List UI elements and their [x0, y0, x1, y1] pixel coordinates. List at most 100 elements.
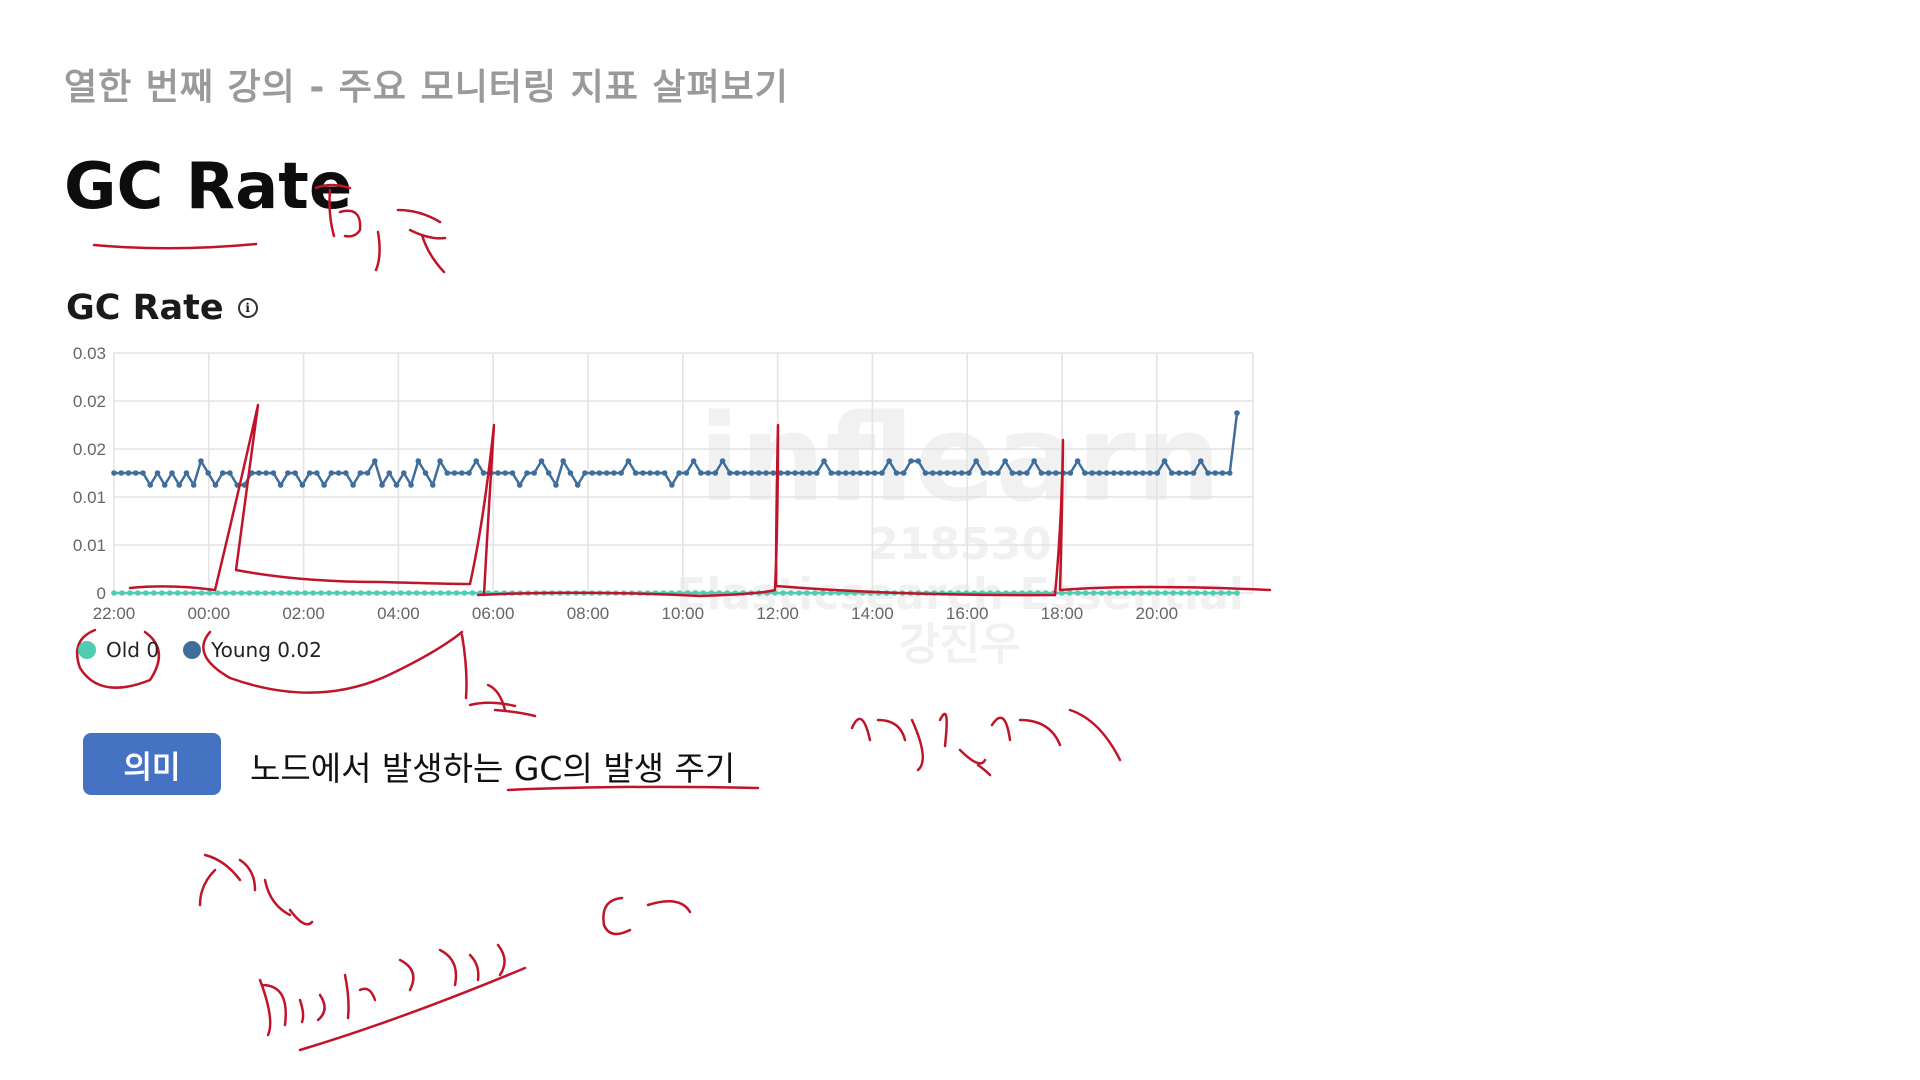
legend-label-old: Old 0 — [106, 638, 160, 662]
data-point-young — [1125, 470, 1132, 476]
x-tick-label: 04:00 — [377, 604, 420, 623]
panel-title-text: GC Rate — [66, 288, 224, 328]
data-point-old — [358, 590, 364, 596]
data-point-young — [270, 470, 277, 476]
data-point-young — [719, 458, 726, 464]
data-point-young — [1089, 470, 1095, 476]
x-tick-label: 20:00 — [1136, 604, 1179, 623]
data-point-young — [451, 470, 458, 476]
data-point-old — [1090, 590, 1097, 596]
data-point-young — [734, 470, 740, 476]
data-point-young — [473, 458, 480, 464]
data-point-old — [1122, 590, 1129, 596]
data-point-old — [230, 590, 237, 596]
data-point-young — [437, 458, 443, 464]
data-point-young — [618, 470, 624, 476]
data-point-old — [135, 590, 141, 596]
data-point-young — [524, 470, 530, 476]
data-point-young — [560, 458, 566, 464]
data-point-old — [254, 590, 261, 596]
data-point-old — [334, 590, 340, 596]
data-point-young — [1031, 458, 1037, 464]
data-point-young — [1096, 470, 1103, 476]
data-point-old — [1098, 590, 1105, 596]
data-point-young — [495, 470, 501, 476]
data-point-old — [1154, 590, 1161, 596]
data-point-old — [198, 590, 205, 596]
data-point-young — [929, 470, 936, 476]
data-point-old — [389, 590, 396, 596]
legend-item-old[interactable]: Old 0 — [78, 638, 159, 662]
data-point-old — [429, 590, 436, 596]
x-tick-label: 18:00 — [1041, 604, 1084, 623]
data-point-old — [828, 590, 834, 596]
data-point-old — [222, 590, 229, 596]
data-point-young — [205, 470, 211, 476]
annotation-scribble-performance — [198, 853, 314, 926]
data-point-young — [335, 470, 342, 476]
data-point-old — [1114, 590, 1121, 596]
data-point-young — [944, 470, 950, 476]
data-point-young — [582, 470, 588, 476]
data-point-young — [987, 470, 994, 476]
data-point-old — [1146, 590, 1153, 596]
data-point-young — [277, 482, 284, 488]
panel-title: GC Rate i — [66, 288, 258, 328]
data-point-young — [343, 470, 349, 476]
data-point-old — [111, 590, 117, 596]
legend-label-young: Young 0.02 — [211, 638, 322, 662]
data-point-young — [625, 458, 632, 464]
data-point-young — [806, 470, 813, 476]
data-point-young — [183, 470, 190, 476]
data-point-young — [1045, 470, 1052, 476]
annotation-scribble-count — [314, 183, 447, 274]
x-tick-label: 16:00 — [946, 604, 989, 623]
y-tick-label: 0.03 — [73, 344, 106, 363]
data-point-young — [241, 482, 248, 488]
meaning-text: 노드에서 발생하는 GC의 발생 주기 — [250, 749, 736, 788]
data-point-young — [951, 470, 958, 476]
data-point-old — [835, 590, 842, 596]
data-point-old — [788, 590, 794, 596]
data-point-old — [214, 590, 221, 596]
data-point-young — [125, 470, 132, 476]
data-point-young — [256, 470, 262, 476]
annotation-underline-heading — [92, 242, 258, 250]
data-point-old — [318, 590, 324, 596]
data-point-young — [480, 470, 487, 476]
data-point-young — [1140, 470, 1146, 476]
data-point-young — [690, 458, 697, 464]
data-point-young — [1161, 458, 1168, 464]
y-tick-label: 0.02 — [73, 392, 106, 411]
data-point-young — [314, 470, 320, 476]
legend-item-young[interactable]: Young 0.02 — [183, 638, 322, 662]
data-point-old — [158, 590, 165, 596]
data-point-young — [958, 470, 965, 476]
info-icon[interactable]: i — [237, 298, 258, 318]
data-point-young — [647, 470, 653, 476]
data-point-young — [132, 470, 139, 476]
annotation-scribble-gc — [602, 896, 692, 936]
data-point-young — [937, 470, 943, 476]
data-point-young — [118, 470, 125, 476]
data-point-young — [640, 470, 646, 476]
data-point-old — [302, 590, 308, 596]
data-point-young — [292, 470, 298, 476]
data-point-young — [1016, 470, 1023, 476]
data-point-young — [393, 482, 400, 488]
data-point-young — [299, 482, 306, 488]
data-point-young — [502, 470, 509, 476]
data-point-young — [908, 458, 914, 464]
data-point-young — [748, 470, 755, 476]
data-point-young — [1118, 470, 1124, 476]
data-point-old — [151, 590, 157, 596]
data-point-old — [166, 590, 173, 596]
data-point-old — [1138, 590, 1145, 596]
data-point-young — [727, 470, 733, 476]
data-point-old — [350, 590, 356, 596]
data-point-young — [169, 470, 175, 476]
data-point-young — [516, 482, 523, 488]
data-point-old — [804, 590, 810, 596]
data-point-old — [1058, 590, 1065, 596]
data-point-old — [381, 590, 388, 596]
